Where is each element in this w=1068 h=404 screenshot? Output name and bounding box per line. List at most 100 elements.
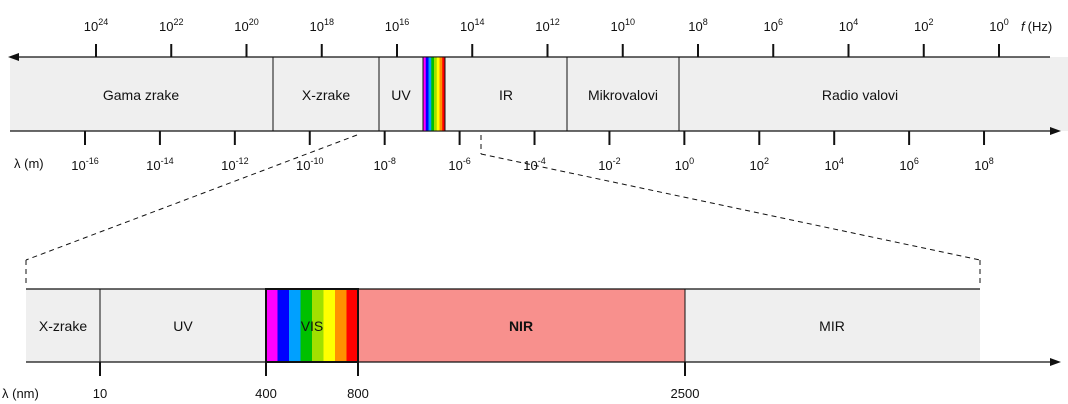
frequency-tick-label-exponent: 2: [928, 17, 933, 27]
frequency-tick-label-exponent: 6: [778, 17, 783, 27]
top-visible-color-band: [436, 57, 440, 131]
wavelength-tick-label: 10-14: [146, 156, 173, 173]
wavelength-tick-label-base: 10: [221, 158, 235, 173]
top-band-label-gamma: Gama zrake: [103, 87, 179, 103]
frequency-tick-label: 100: [989, 17, 1008, 34]
frequency-tick-label-base: 10: [159, 19, 173, 34]
wavelength-tick-label: 106: [899, 156, 918, 173]
frequency-tick-label-exponent: 14: [474, 17, 484, 27]
wavelength-tick-label-exponent: 8: [989, 156, 994, 166]
frequency-tick-label-exponent: 0: [1004, 17, 1009, 27]
frequency-tick-label: 1012: [535, 17, 559, 34]
frequency-tick-label: 1022: [159, 17, 183, 34]
nm-axis-arrowhead: [1050, 358, 1061, 366]
frequency-tick-label-base: 10: [914, 19, 928, 34]
bottom-band-label-mir: MIR: [819, 318, 845, 334]
frequency-tick-label: 104: [839, 17, 858, 34]
bottom-band-label-uv: UV: [173, 318, 193, 334]
frequency-tick-label: 1016: [385, 17, 409, 34]
wavelength-tick-label: 10-6: [448, 156, 470, 173]
wavelength-tick-label: 10-10: [296, 156, 323, 173]
frequency-tick-label: 102: [914, 17, 933, 34]
nm-axis-label: λ (nm): [2, 386, 39, 401]
wavelength-tick-label-base: 10: [974, 158, 988, 173]
wavelength-tick-label-base: 10: [675, 158, 689, 173]
top-band-label-ir: IR: [499, 87, 513, 103]
vis-color-band: [289, 289, 301, 362]
top-visible-color-band: [442, 57, 446, 131]
wavelength-tick-label: 100: [675, 156, 694, 173]
top-band-label-microwave: Mikrovalovi: [588, 87, 658, 103]
frequency-tick-label: 108: [688, 17, 707, 34]
wavelength-tick-label-base: 10: [448, 158, 462, 173]
wavelength-tick-label-exponent: -14: [161, 156, 174, 166]
frequency-tick-label-exponent: 4: [853, 17, 858, 27]
zoom-connector-right: [480, 153, 981, 261]
nm-tick-label: 800: [347, 386, 369, 401]
wavelength-tick-label-base: 10: [523, 158, 537, 173]
vis-color-band: [335, 289, 347, 362]
frequency-tick-label: 106: [764, 17, 783, 34]
nm-tick-label: 2500: [671, 386, 700, 401]
frequency-tick-label-base: 10: [764, 19, 778, 34]
top-visible-color-band: [425, 57, 429, 131]
frequency-tick-label-exponent: 20: [249, 17, 259, 27]
vis-color-band: [312, 289, 324, 362]
top-visible-color-band: [439, 57, 443, 131]
wavelength-tick-label-exponent: -10: [310, 156, 323, 166]
frequency-tick-label-base: 10: [460, 19, 474, 34]
vis-color-band: [346, 289, 359, 362]
frequency-tick-label-base: 10: [385, 19, 399, 34]
frequency-tick-label-base: 10: [839, 19, 853, 34]
wavelength-tick-label: 10-16: [71, 156, 98, 173]
frequency-tick-label-base: 10: [989, 19, 1003, 34]
frequency-tick-label: 1024: [84, 17, 108, 34]
wavelength-tick-label: 102: [750, 156, 769, 173]
bottom-band-label-xray: X-zrake: [39, 318, 87, 334]
wavelength-tick-label-exponent: 0: [689, 156, 694, 166]
wavelength-tick-label-exponent: -16: [86, 156, 99, 166]
vis-color-band: [266, 289, 278, 362]
frequency-tick-label-base: 10: [234, 19, 248, 34]
top-visible-outline: [422, 56, 446, 132]
frequency-tick-label-exponent: 24: [98, 17, 108, 27]
wavelength-tick-label: 10-2: [598, 156, 620, 173]
nm-tick-label: 10: [93, 386, 107, 401]
frequency-tick-label-base: 10: [310, 19, 324, 34]
nm-tick-label: 400: [255, 386, 277, 401]
nir-band-fill: [358, 289, 685, 362]
wavelength-tick-label: 10-12: [221, 156, 248, 173]
wavelength-tick-label-base: 10: [146, 158, 160, 173]
wavelength-tick-label-exponent: 6: [914, 156, 919, 166]
wavelength-tick-label: 10-4: [523, 156, 545, 173]
wavelength-tick-label: 104: [824, 156, 843, 173]
frequency-tick-label: 1014: [460, 17, 484, 34]
frequency-tick-label-base: 10: [84, 19, 98, 34]
top-band-label-uv: UV: [391, 87, 411, 103]
bottom-band-label-vis: VIS: [301, 318, 324, 334]
frequency-tick-label: 1018: [310, 17, 334, 34]
frequency-tick-label-base: 10: [688, 19, 702, 34]
top-visible-color-band: [423, 57, 427, 131]
wavelength-tick-label-exponent: -4: [538, 156, 546, 166]
top-band-label-xray: X-zrake: [302, 87, 350, 103]
wavelength-tick-label-exponent: -8: [388, 156, 396, 166]
wavelength-tick-label-base: 10: [899, 158, 913, 173]
frequency-tick-label: 1020: [234, 17, 258, 34]
wavelength-axis-arrowhead: [1050, 127, 1061, 135]
top-band-label-radio: Radio valovi: [822, 87, 898, 103]
frequency-tick-label-exponent: 22: [173, 17, 183, 27]
top-visible-color-band: [434, 57, 438, 131]
wavelength-tick-label-exponent: -2: [613, 156, 621, 166]
wavelength-tick-label: 108: [974, 156, 993, 173]
top-visible-color-band: [431, 57, 435, 131]
frequency-unit-label: f (Hz): [1021, 19, 1052, 34]
frequency-axis-arrowhead: [8, 53, 19, 61]
wavelength-tick-label: 10-8: [373, 156, 395, 173]
zoom-connector-left: [25, 134, 358, 261]
bottom-band-label-nir: NIR: [509, 318, 533, 334]
vis-color-band: [277, 289, 290, 362]
frequency-tick-label-exponent: 12: [550, 17, 560, 27]
top-band-strip: [10, 57, 1068, 131]
